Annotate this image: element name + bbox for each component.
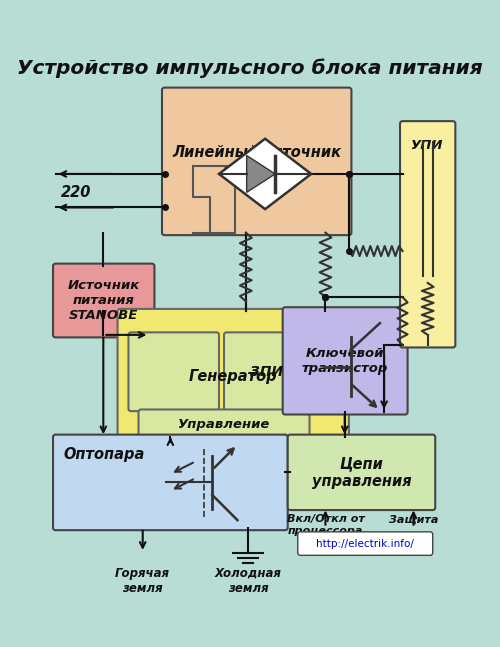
Text: ЗПИ: ЗПИ [250,365,284,378]
Text: Защита: Защита [389,514,438,524]
Text: 220: 220 [60,185,91,200]
Text: Устройство импульсного блока питания: Устройство импульсного блока питания [17,58,483,78]
FancyBboxPatch shape [400,121,456,347]
Text: Ключевой
транзистор: Ключевой транзистор [302,347,388,375]
FancyBboxPatch shape [282,307,408,415]
Text: Горячая
земля: Горячая земля [115,567,170,595]
Text: http://electrik.info/: http://electrik.info/ [316,538,414,549]
Text: Вкл/Откл от
процессора: Вкл/Откл от процессора [286,514,364,536]
FancyBboxPatch shape [298,532,432,555]
Text: Управление: Управление [178,418,270,431]
FancyBboxPatch shape [288,435,435,510]
Text: Цепи
управления: Цепи управления [312,456,412,488]
FancyBboxPatch shape [138,410,310,440]
FancyBboxPatch shape [224,333,310,411]
Polygon shape [219,138,311,209]
Polygon shape [246,155,275,192]
FancyBboxPatch shape [53,263,154,337]
FancyBboxPatch shape [128,333,219,411]
Text: Холодная
земля: Холодная земля [215,567,282,595]
FancyBboxPatch shape [162,87,352,235]
Text: Линейный источник
питания: Линейный источник питания [172,145,341,177]
FancyBboxPatch shape [118,309,349,444]
Text: Оптопара: Оптопара [64,447,146,462]
Text: УПИ: УПИ [412,138,444,152]
FancyBboxPatch shape [53,435,288,530]
Text: Генератор: Генератор [189,369,278,384]
Text: Источник
питания
STANOBE: Источник питания STANOBE [68,279,140,322]
